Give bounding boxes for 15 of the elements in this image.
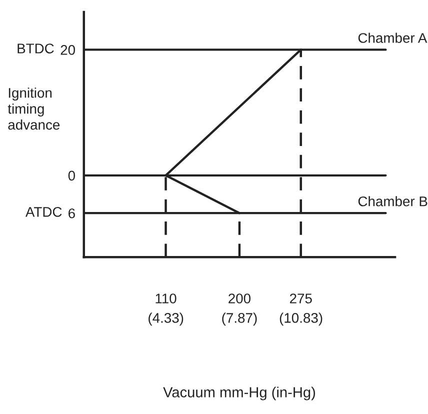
x-tick-label: 275 [290, 294, 312, 304]
y-tick-label: 0 [68, 170, 76, 181]
text: Chamber B [358, 196, 428, 206]
y-tick-label: 20 [60, 45, 76, 55]
x-axis-title: Vacuum mm-Hg (in-Hg) [163, 386, 316, 400]
text: Chamber A [358, 32, 428, 43]
x2-tick-label: (10.83) [280, 312, 322, 326]
x2-tick-label: (7.87) [222, 312, 257, 326]
x2-tick-label: (4.33) [148, 312, 184, 326]
x-tick-label: 110 [156, 294, 176, 304]
text: BTDC [18, 44, 54, 54]
text: ATDC [25, 206, 62, 217]
x-tick-label: 200 [228, 294, 251, 304]
y-axis-title: Ignition timing advance [8, 88, 60, 130]
y-tick-label: 6 [68, 208, 75, 218]
